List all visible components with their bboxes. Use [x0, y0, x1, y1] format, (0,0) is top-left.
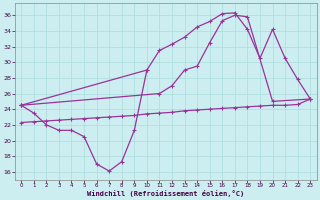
- X-axis label: Windchill (Refroidissement éolien,°C): Windchill (Refroidissement éolien,°C): [87, 190, 244, 197]
